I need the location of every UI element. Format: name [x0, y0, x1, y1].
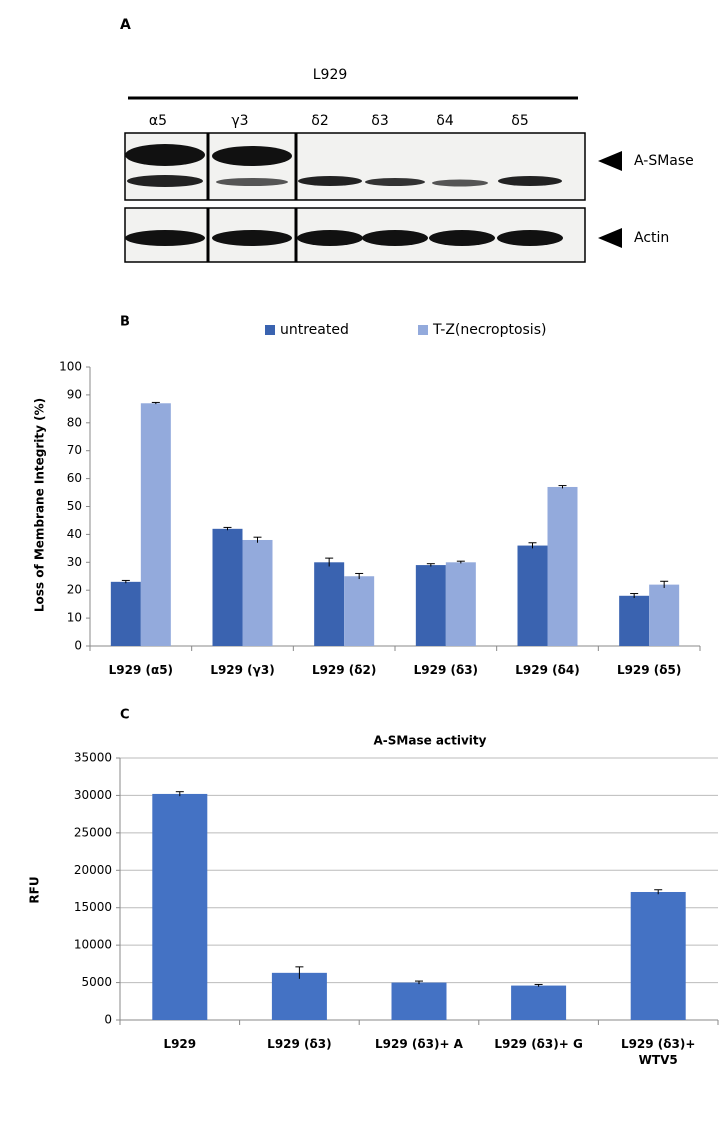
- y-tick-label: 70: [67, 443, 82, 457]
- y-tick-label: 5000: [81, 975, 112, 989]
- bar: [213, 529, 243, 646]
- y-tick-label: 10000: [74, 938, 112, 952]
- y-axis-label: RFU: [28, 876, 42, 903]
- y-tick-label: 40: [67, 527, 82, 541]
- y-tick-label: 90: [67, 387, 82, 401]
- lane-label: δ3: [371, 113, 388, 129]
- y-tick-label: 0: [104, 1013, 112, 1027]
- lane-label: γ3: [231, 113, 248, 129]
- x-tick-label: L929 (δ3): [239, 1036, 359, 1052]
- bar: [416, 565, 446, 646]
- y-tick-label: 10: [67, 611, 82, 625]
- x-tick-label: L929 (δ5): [589, 662, 709, 678]
- cell-line: L929: [313, 67, 348, 83]
- legend-swatch: [265, 325, 275, 335]
- legend-label: untreated: [280, 322, 349, 338]
- band-label: Actin: [634, 230, 669, 246]
- y-tick-label: 80: [67, 415, 82, 429]
- lane-label: δ4: [436, 113, 454, 129]
- legend-label: T-Z(necroptosis): [432, 322, 546, 338]
- bar: [619, 596, 649, 646]
- y-tick-label: 50: [67, 499, 82, 513]
- bar: [446, 562, 476, 646]
- y-tick-label: 20000: [74, 863, 112, 877]
- bar: [152, 794, 207, 1020]
- y-tick-label: 30000: [74, 788, 112, 802]
- bar: [518, 546, 548, 646]
- bar: [272, 973, 327, 1020]
- arrowhead: [598, 151, 622, 171]
- x-tick-label: L929 (δ3)+ A: [359, 1036, 479, 1052]
- y-tick-label: 20: [67, 583, 82, 597]
- figure-svg: A L929 α5 γ3 δ2 δ3 δ4 δ5 A-SMase Actin B…: [0, 0, 723, 1147]
- bar: [649, 585, 679, 646]
- y-tick-label: 15000: [74, 900, 112, 914]
- band-label: A-SMase: [634, 153, 694, 169]
- bar: [631, 892, 686, 1020]
- x-tick-label: L929 (δ3)+ G: [479, 1036, 599, 1052]
- bar: [141, 403, 171, 646]
- y-tick-label: 35000: [74, 751, 112, 765]
- y-tick-label: 0: [74, 639, 82, 653]
- x-tick-label: L929: [120, 1036, 240, 1052]
- blot-asmase: [125, 133, 585, 200]
- panel-label: A: [120, 17, 131, 33]
- y-tick-label: 30: [67, 555, 82, 569]
- panel-label: B: [120, 315, 130, 330]
- lane-label: α5: [149, 113, 167, 129]
- figure: A L929 α5 γ3 δ2 δ3 δ4 δ5 A-SMase Actin B…: [0, 0, 723, 1147]
- arrowhead: [598, 228, 622, 248]
- bar: [392, 983, 447, 1020]
- chart-title: A-SMase activity: [374, 734, 487, 748]
- bar: [314, 562, 344, 646]
- y-tick-label: 100: [59, 360, 82, 374]
- x-tick-label: L929 (δ3)+ WTV5: [598, 1036, 718, 1068]
- bar: [548, 487, 578, 646]
- y-tick-label: 60: [67, 471, 82, 485]
- legend-swatch: [418, 325, 428, 335]
- y-axis-label: Loss of Membrane Integrity (%): [33, 398, 47, 612]
- blot-actin: [125, 208, 585, 262]
- bar: [243, 540, 273, 646]
- bar: [344, 576, 374, 646]
- lane-label: δ2: [311, 113, 328, 129]
- panel-label: C: [120, 708, 130, 723]
- bar: [511, 986, 566, 1020]
- lane-label: δ5: [511, 113, 528, 129]
- y-tick-label: 25000: [74, 825, 112, 839]
- bar: [111, 582, 141, 646]
